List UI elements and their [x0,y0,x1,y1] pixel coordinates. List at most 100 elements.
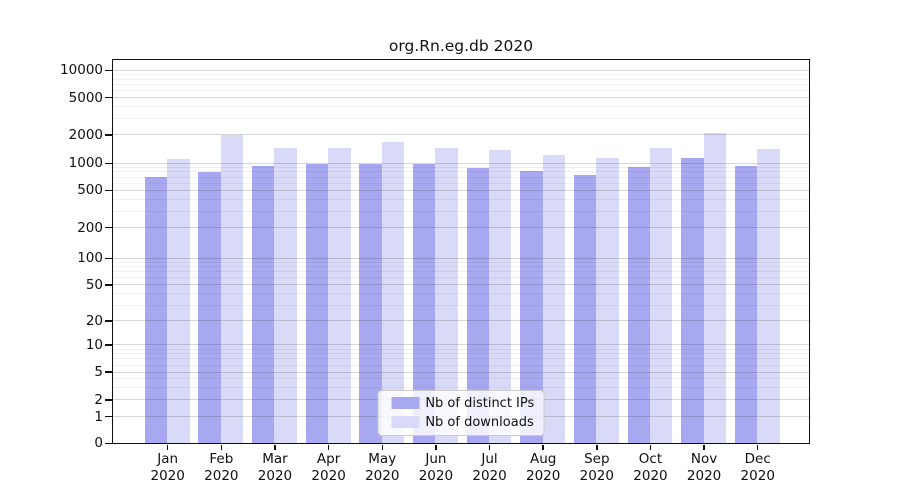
x-tick [166,444,169,450]
bar-downloads-jan [167,158,190,443]
y-tick [105,344,112,346]
bar-downloads-feb [220,134,244,443]
bar-distinct-ips-mar [252,166,275,443]
month-label: Oct [638,451,663,467]
year-label: 2020 [740,467,775,484]
x-tick [488,444,491,450]
x-tick [381,444,383,450]
y-tick-label: 50 [85,276,103,293]
bar-downloads-apr [328,148,351,443]
y-tick [105,189,112,192]
x-tick [703,444,705,450]
y-tick [105,284,112,286]
bar-downloads-jul [489,149,512,443]
month-label: Aug [529,451,557,467]
year-label: 2020 [311,467,346,484]
bar-downloads-mar [274,148,297,443]
legend-swatch-downloads [391,416,420,429]
y-tick-label: 10 [85,336,103,353]
x-tick [756,444,759,450]
year-label: 2020 [633,467,668,484]
bar-distinct-ips-feb [198,171,221,443]
y-tick [105,226,112,229]
bar-distinct-ips-jun [412,163,436,443]
year-label: 2020 [257,467,293,484]
month-label: Feb [209,451,234,467]
x-tick [220,444,223,450]
x-tick-label: Jul 2020 [472,451,506,484]
month-label: Jan [157,451,179,467]
x-tick-label: Apr 2020 [311,451,345,484]
legend-label-downloads: Nb of downloads [425,414,534,430]
x-tick [274,444,276,450]
legend-item-downloads: Nb of downloads [391,415,534,430]
x-tick-label: Jan 2020 [151,451,185,484]
year-label: 2020 [579,467,614,484]
y-tick [105,134,112,136]
year-label: 2020 [418,467,454,484]
y-tick-label: 10000 [60,62,103,79]
x-tick-label: Nov 2020 [687,451,721,484]
y-tick [105,69,112,72]
month-label: Dec [744,451,771,467]
legend-item-distinct-ips: Nb of distinct IPs [391,396,534,411]
x-tick-label: May 2020 [365,451,399,484]
bar-downloads-sep [596,157,619,443]
x-tick-label: Feb 2020 [204,451,238,484]
y-tick-label: 1000 [68,155,103,172]
x-tick-label: Mar 2020 [258,451,292,484]
bar-downloads-aug [542,155,566,443]
y-tick [105,96,112,99]
y-tick-label: 5 [94,364,103,381]
x-tick [596,444,598,450]
x-tick-label: Dec 2020 [741,451,775,484]
chart-title: org.Rn.eg.db 2020 [388,37,534,55]
bar-distinct-ips-apr [305,163,329,443]
plot-area: Nb of distinct IPs Nb of downloads [111,59,810,444]
bar-downloads-dec [757,148,780,443]
month-label: Sep [584,451,610,467]
y-tick [105,371,112,373]
y-tick [105,320,112,322]
bar-distinct-ips-may [359,164,382,443]
legend-swatch-distinct-ips [391,397,420,410]
x-tick-label: Jun 2020 [419,451,453,484]
legend: Nb of distinct IPs Nb of downloads [377,389,545,436]
year-label: 2020 [686,467,722,484]
x-tick [435,444,437,450]
year-label: 2020 [472,467,507,484]
month-label: Jun [425,451,447,467]
y-tick-label: 20 [85,312,103,329]
y-tick [105,257,112,260]
x-tick-label: Sep 2020 [580,451,614,484]
y-tick [105,162,112,165]
bar-distinct-ips-sep [573,175,597,443]
y-tick [105,442,112,445]
x-tick [327,444,330,450]
y-tick-label: 200 [77,219,103,236]
year-label: 2020 [525,467,561,484]
year-label: 2020 [365,467,400,484]
y-tick-label: 500 [77,182,103,199]
month-label: Mar [262,451,288,467]
bar-downloads-oct [649,148,673,443]
y-tick [105,415,112,418]
x-tick-label: Oct 2020 [633,451,667,484]
bar-distinct-ips-oct [627,167,650,443]
month-label: Jul [481,451,498,467]
bar-downloads-may [381,142,405,443]
y-tick-label: 2 [94,391,103,408]
bar-distinct-ips-dec [734,166,758,443]
month-label: Apr [316,451,341,467]
bar-distinct-ips-jan [144,176,168,443]
y-tick-label: 1 [94,408,103,425]
x-tick [542,444,544,450]
month-label: May [368,451,397,467]
bar-downloads-nov [703,133,726,443]
bars-layer [113,60,809,443]
year-label: 2020 [204,467,239,484]
bar-distinct-ips-jul [466,168,490,443]
legend-label-distinct-ips: Nb of distinct IPs [425,395,535,411]
year-label: 2020 [150,467,185,484]
y-tick [105,399,112,401]
